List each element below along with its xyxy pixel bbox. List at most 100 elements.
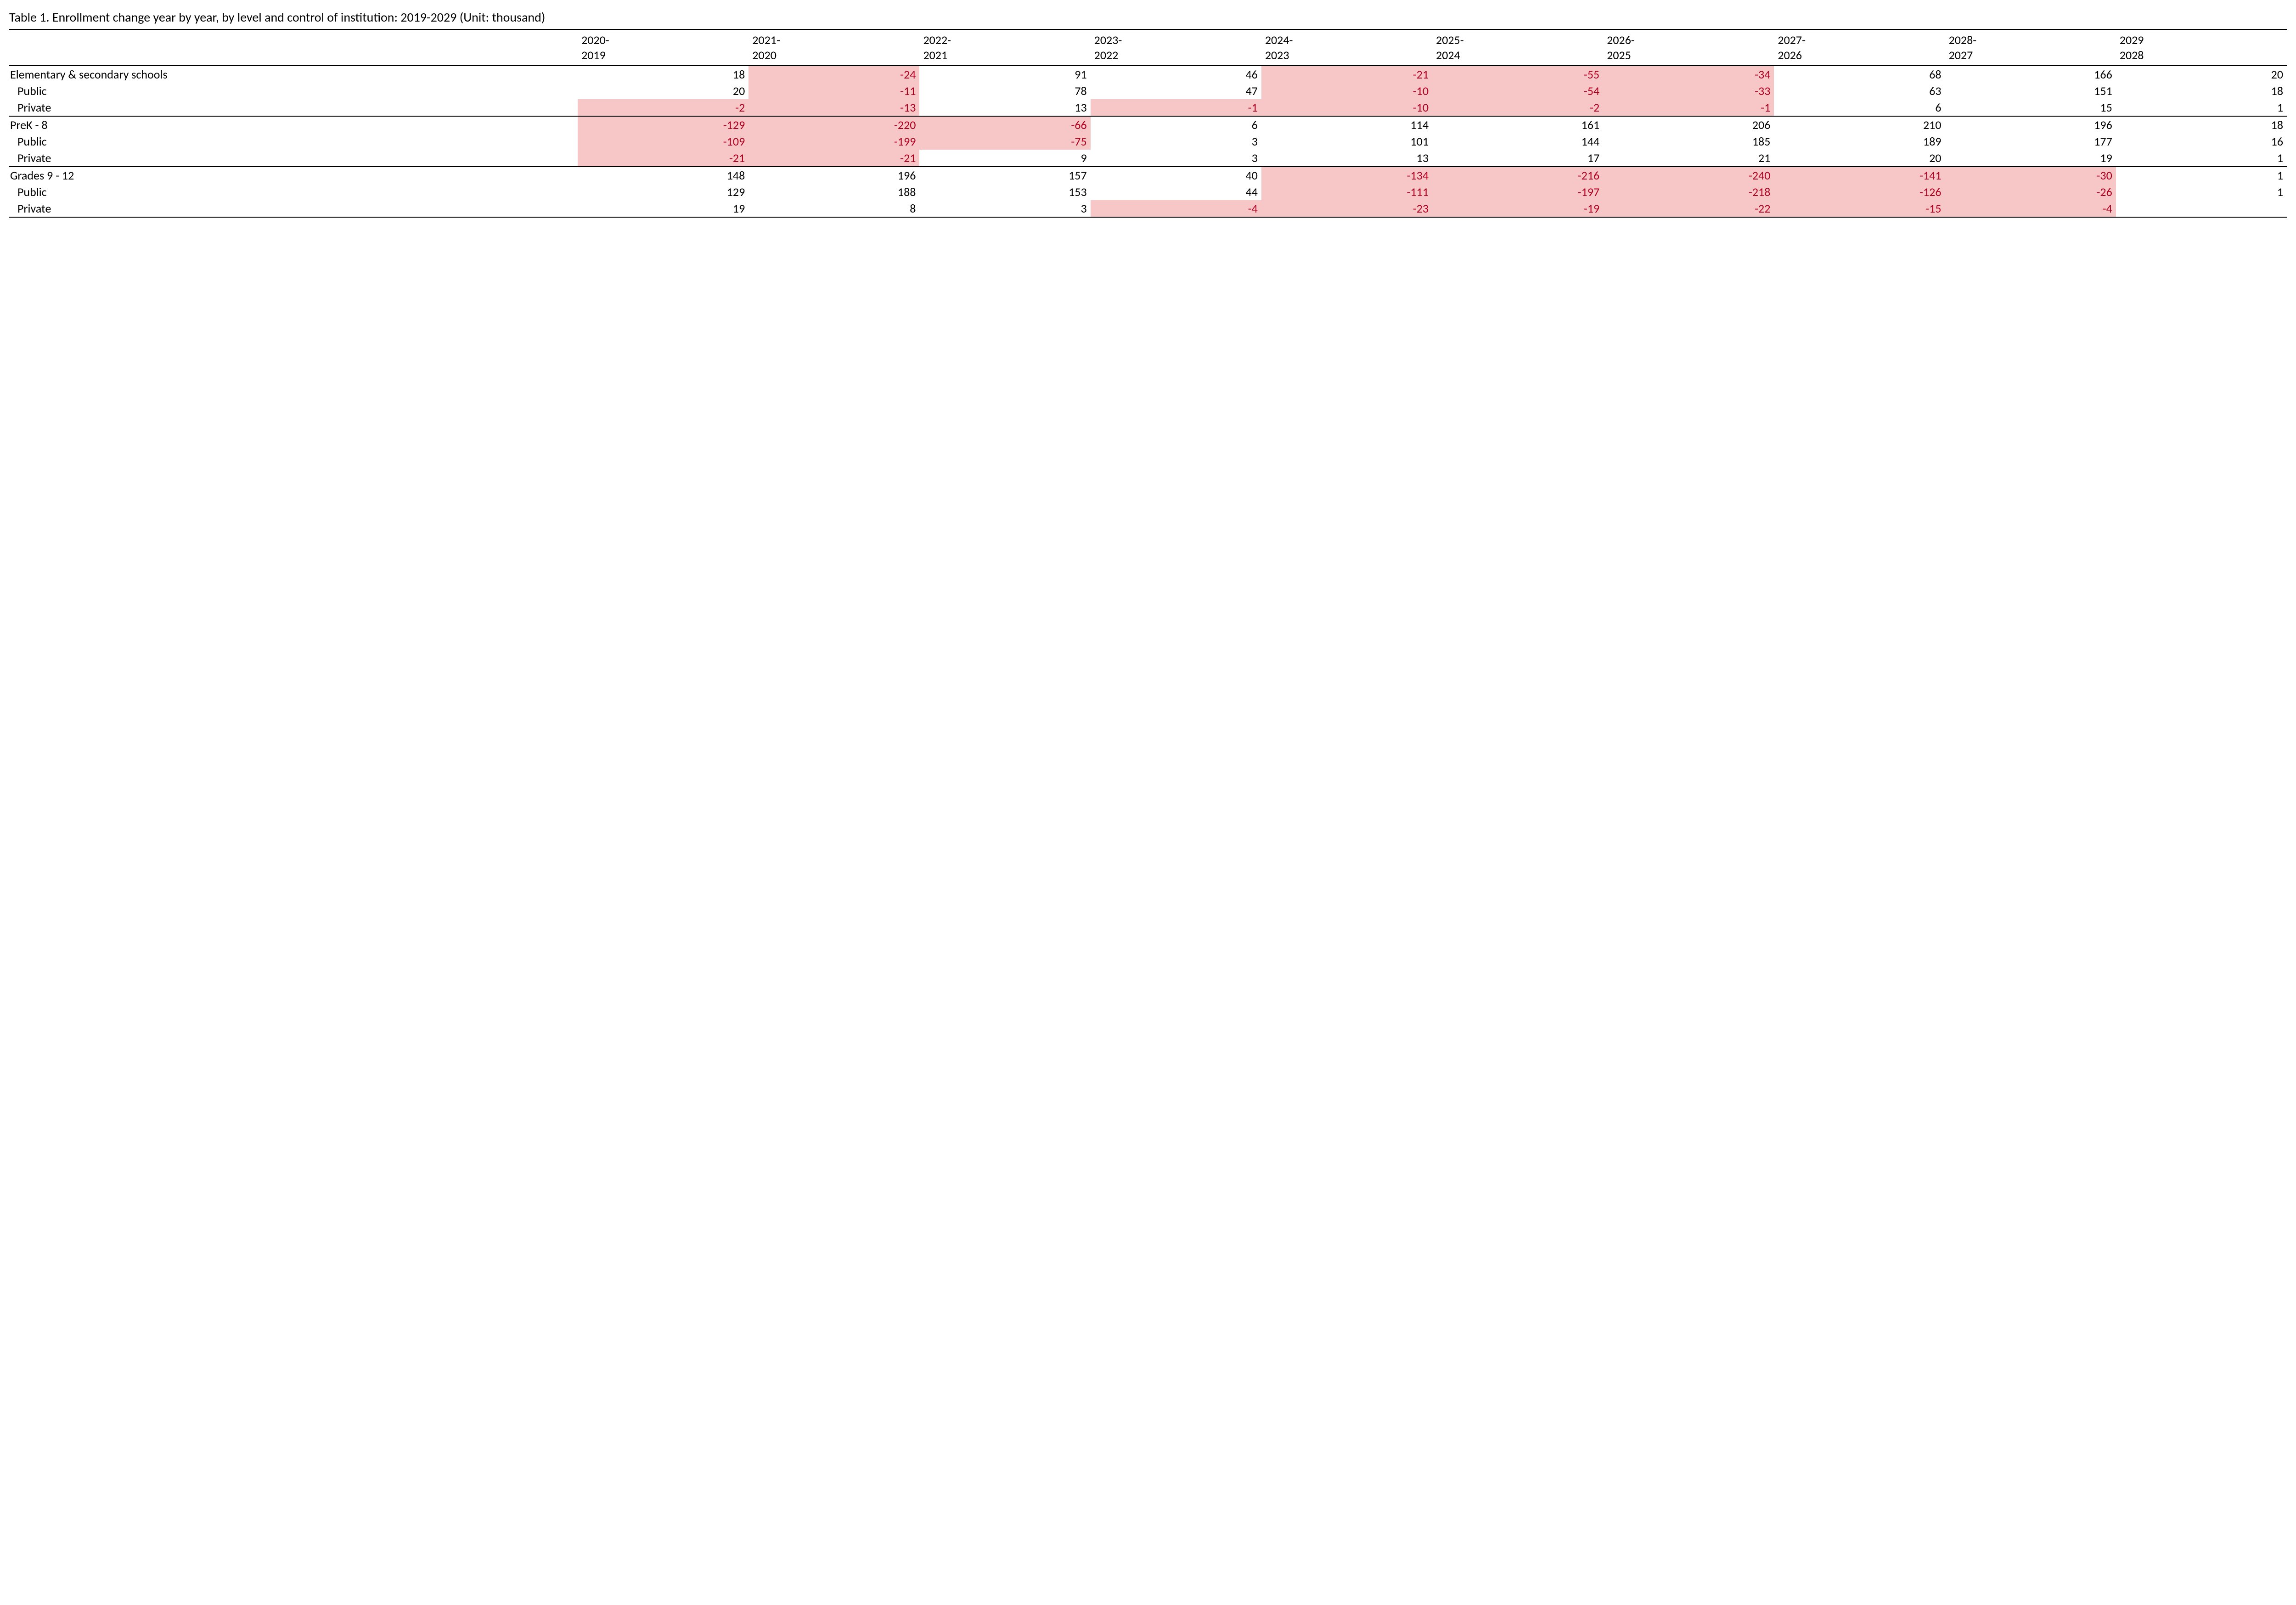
cell: -33 — [1603, 83, 1774, 99]
cell: 20 — [578, 83, 748, 99]
row-label: Public — [9, 133, 578, 150]
col-h-3: 2023-2022 — [1091, 29, 1261, 66]
cell: 15 — [1945, 99, 2116, 116]
cell: -220 — [748, 116, 919, 133]
cell: 196 — [748, 167, 919, 184]
cell: -4 — [1945, 200, 2116, 217]
cell: 188 — [748, 184, 919, 200]
cell: 21 — [1603, 150, 1774, 167]
cell: 3 — [919, 200, 1090, 217]
cell: -30 — [1945, 167, 2116, 184]
cell: -4 — [1091, 200, 1261, 217]
cell: 44 — [1091, 184, 1261, 200]
table-row: Private-21-219313172120191 — [9, 150, 2287, 167]
cell: -22 — [1603, 200, 1774, 217]
cell: -10 — [1261, 99, 1432, 116]
cell: 114 — [1261, 116, 1432, 133]
cell: 68 — [1774, 66, 1945, 83]
cell: -1 — [1091, 99, 1261, 116]
cell: -34 — [1603, 66, 1774, 83]
cell: -2 — [578, 99, 748, 116]
cell: -75 — [919, 133, 1090, 150]
cell: 101 — [1261, 133, 1432, 150]
cell: -21 — [748, 150, 919, 167]
table-row: PreK - 8-129-220-66611416120621019618 — [9, 116, 2287, 133]
row-label: Public — [9, 184, 578, 200]
row-label: Private — [9, 200, 578, 217]
cell: -197 — [1432, 184, 1603, 200]
table-row: Grades 9 - 1214819615740-134-216-240-141… — [9, 167, 2287, 184]
row-label: Private — [9, 150, 578, 167]
cell: -109 — [578, 133, 748, 150]
table-row: Private1983-4-23-19-22-15-4 — [9, 200, 2287, 217]
cell: 47 — [1091, 83, 1261, 99]
table-row: Public12918815344-111-197-218-126-261 — [9, 184, 2287, 200]
cell: 177 — [1945, 133, 2116, 150]
cell: -126 — [1774, 184, 1945, 200]
cell: 1 — [2116, 99, 2287, 116]
cell: -23 — [1261, 200, 1432, 217]
cell: 40 — [1091, 167, 1261, 184]
cell: 18 — [2116, 116, 2287, 133]
table-row: Public20-117847-10-54-336315118 — [9, 83, 2287, 99]
cell: -10 — [1261, 83, 1432, 99]
cell: 3 — [1091, 150, 1261, 167]
cell: -134 — [1261, 167, 1432, 184]
cell: 189 — [1774, 133, 1945, 150]
cell: 6 — [1774, 99, 1945, 116]
cell: -240 — [1603, 167, 1774, 184]
row-label: Grades 9 - 12 — [9, 167, 578, 184]
cell: 157 — [919, 167, 1090, 184]
cell: 196 — [1945, 116, 2116, 133]
cell: 1 — [2116, 167, 2287, 184]
col-h-7: 2027-2026 — [1774, 29, 1945, 66]
row-label: Elementary & secondary schools — [9, 66, 578, 83]
header-row: 2020-2019 2021-2020 2022-2021 2023-2022 … — [9, 29, 2287, 66]
stub-header — [9, 29, 578, 66]
cell: 91 — [919, 66, 1090, 83]
cell: 20 — [1774, 150, 1945, 167]
table-row: Elementary & secondary schools18-249146-… — [9, 66, 2287, 83]
cell: 19 — [578, 200, 748, 217]
cell: -2 — [1432, 99, 1603, 116]
cell: 63 — [1774, 83, 1945, 99]
cell: -21 — [1261, 66, 1432, 83]
cell: 161 — [1432, 116, 1603, 133]
cell: 17 — [1432, 150, 1603, 167]
row-label: Private — [9, 99, 578, 116]
cell: 6 — [1091, 116, 1261, 133]
cell: -66 — [919, 116, 1090, 133]
cell: 210 — [1774, 116, 1945, 133]
cell: -129 — [578, 116, 748, 133]
cell: 151 — [1945, 83, 2116, 99]
row-label: PreK - 8 — [9, 116, 578, 133]
cell: -55 — [1432, 66, 1603, 83]
cell: 153 — [919, 184, 1090, 200]
cell: 13 — [919, 99, 1090, 116]
cell: 144 — [1432, 133, 1603, 150]
table-row: Public-109-199-75310114418518917716 — [9, 133, 2287, 150]
cell: -218 — [1603, 184, 1774, 200]
cell: 8 — [748, 200, 919, 217]
col-h-9: 20292028 — [2116, 29, 2287, 66]
cell: 19 — [1945, 150, 2116, 167]
cell: -15 — [1774, 200, 1945, 217]
cell: -141 — [1774, 167, 1945, 184]
cell: -11 — [748, 83, 919, 99]
cell: 206 — [1603, 116, 1774, 133]
cell: -21 — [578, 150, 748, 167]
cell: -216 — [1432, 167, 1603, 184]
cell: 18 — [578, 66, 748, 83]
cell: -111 — [1261, 184, 1432, 200]
col-h-8: 2028-2027 — [1945, 29, 2116, 66]
cell: -199 — [748, 133, 919, 150]
col-h-0: 2020-2019 — [578, 29, 748, 66]
cell: 9 — [919, 150, 1090, 167]
cell — [2116, 200, 2287, 217]
cell: 18 — [2116, 83, 2287, 99]
col-h-1: 2021-2020 — [748, 29, 919, 66]
cell: 16 — [2116, 133, 2287, 150]
cell: 1 — [2116, 184, 2287, 200]
col-h-5: 2025-2024 — [1432, 29, 1603, 66]
cell: 129 — [578, 184, 748, 200]
